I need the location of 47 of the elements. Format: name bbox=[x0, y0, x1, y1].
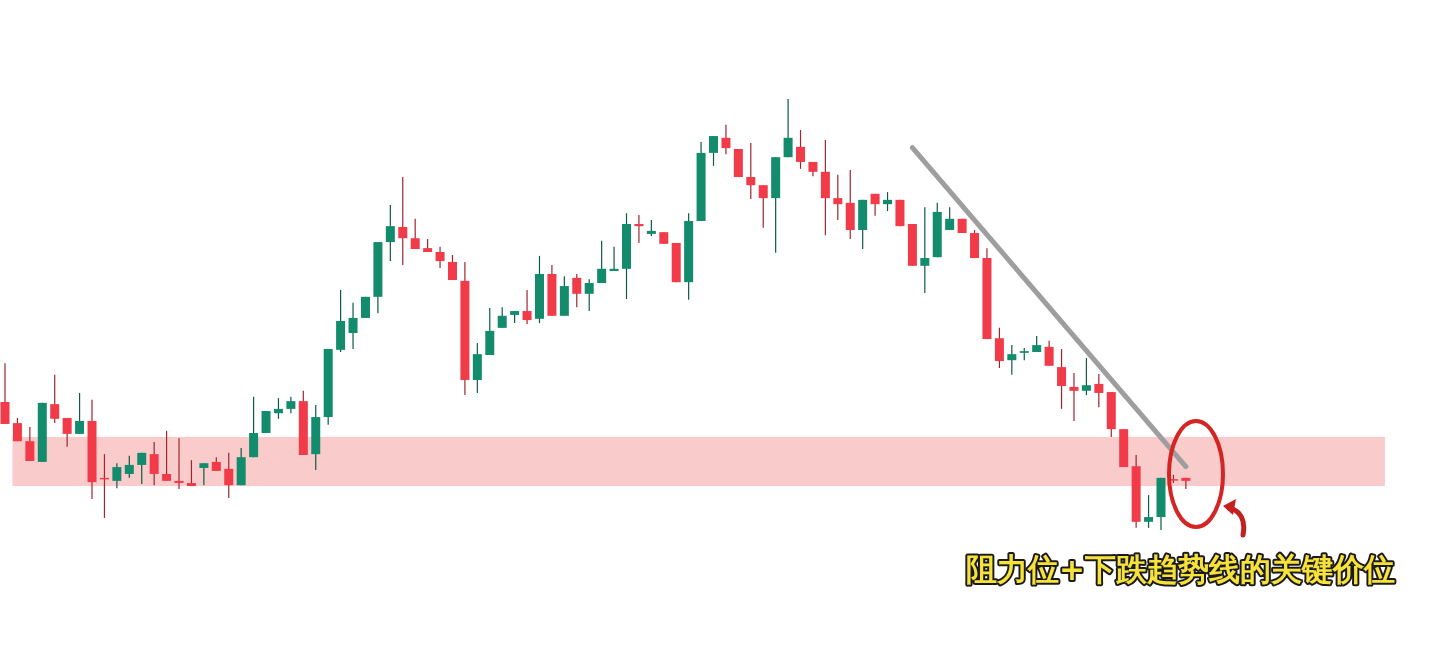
candlestick bbox=[435, 246, 445, 269]
candlestick bbox=[609, 246, 619, 272]
candlestick bbox=[149, 441, 159, 486]
candlestick bbox=[522, 289, 532, 325]
candlestick bbox=[124, 455, 134, 479]
candlestick bbox=[634, 214, 644, 244]
candlestick bbox=[174, 437, 184, 490]
candlestick bbox=[75, 392, 85, 435]
candlestick bbox=[1057, 348, 1067, 410]
candlestick bbox=[1007, 344, 1017, 376]
candlestick bbox=[410, 218, 420, 250]
candlestick bbox=[584, 278, 594, 312]
candlestick bbox=[273, 397, 283, 420]
candlestick bbox=[50, 374, 60, 424]
candlestick bbox=[398, 176, 408, 266]
candlestick bbox=[1094, 373, 1104, 408]
candlestick bbox=[348, 302, 358, 350]
candlestick bbox=[994, 327, 1004, 369]
candlestick bbox=[721, 124, 731, 155]
candlestick bbox=[709, 135, 719, 167]
candlestick bbox=[796, 129, 806, 170]
candlestick bbox=[137, 452, 147, 485]
candlestick bbox=[0, 362, 10, 425]
candlestick bbox=[62, 417, 72, 448]
candlestick bbox=[920, 206, 930, 294]
candlestick bbox=[1181, 477, 1191, 490]
candlestick bbox=[112, 462, 122, 489]
candlestick bbox=[1144, 494, 1154, 529]
candlestick bbox=[1044, 340, 1054, 367]
candlestick bbox=[447, 254, 457, 281]
candlestick bbox=[597, 240, 607, 284]
candlestick bbox=[833, 174, 843, 221]
candlestick bbox=[497, 306, 507, 329]
candlestick bbox=[199, 462, 209, 486]
candlestick bbox=[783, 98, 793, 158]
candlestick bbox=[162, 430, 172, 482]
candlestick bbox=[758, 184, 768, 229]
candlestick bbox=[1081, 357, 1091, 396]
candlestick bbox=[746, 142, 756, 200]
candlestick bbox=[186, 459, 196, 487]
candlestick bbox=[572, 273, 582, 308]
candlestick bbox=[1069, 372, 1079, 422]
text: 阻力位+下跌趋势线的关键价位 bbox=[966, 551, 1395, 587]
candlestick bbox=[224, 452, 234, 499]
candlestick bbox=[25, 426, 35, 462]
candlestick bbox=[883, 191, 893, 212]
candlestick bbox=[385, 204, 395, 262]
